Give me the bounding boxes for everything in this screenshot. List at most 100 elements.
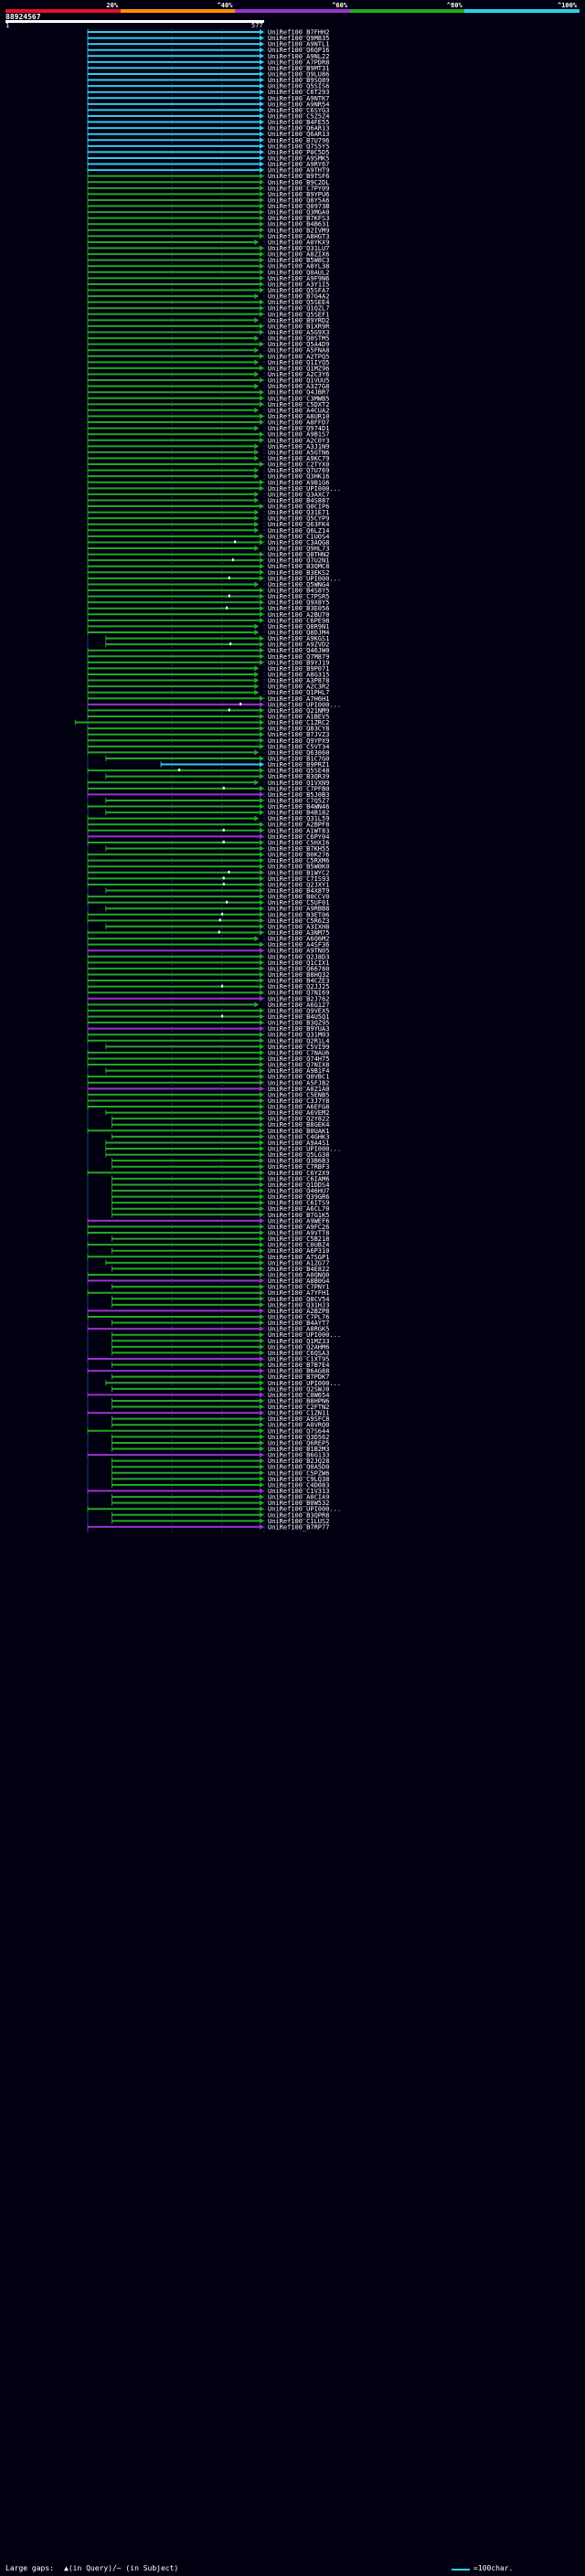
hit-label[interactable]: UniRef100_A9NTL1 [268, 41, 329, 48]
hit-label[interactable]: UniRef100_C2FTN2 [268, 1404, 329, 1411]
hit-label[interactable]: UniRef100_UPI000... [268, 701, 341, 708]
hit-label[interactable]: UniRef100_Q8R9N1 [268, 623, 329, 631]
hit-label[interactable]: UniRef100_B7PDK7 [268, 1373, 329, 1381]
hit-label[interactable]: UniRef100_P0C5D5 [268, 149, 329, 156]
hit-label[interactable]: UniRef100_Q7U2N1 [268, 557, 329, 565]
hit-label[interactable]: UniRef100_Q31E71 [268, 509, 329, 516]
hit-label[interactable]: UniRef100_UPI000... [268, 575, 341, 582]
hit-label[interactable]: UniRef100_A4CUA2 [268, 407, 329, 414]
hit-label[interactable]: UniRef100_Q3HK16 [268, 473, 329, 481]
hit-label[interactable]: UniRef100_A9RY67 [268, 161, 329, 168]
hit-label[interactable]: UniRef100_B4X8T9 [268, 887, 329, 895]
hit-label[interactable]: UniRef100_Q1VUU5 [268, 377, 329, 385]
hit-label[interactable]: UniRef100_A6EFG8 [268, 1104, 329, 1111]
hit-label[interactable]: UniRef100_B8HQ32 [268, 971, 329, 979]
hit-label[interactable]: UniRef100_C4GHK3 [268, 1133, 329, 1140]
hit-label[interactable]: UniRef100_B3QMC8 [268, 563, 329, 570]
hit-label[interactable]: UniRef100_B4U5Q1 [268, 1013, 329, 1021]
hit-label[interactable]: UniRef100_Q7S5Y5 [268, 143, 329, 150]
hit-label[interactable]: UniRef100_Q7NIX8 [268, 1062, 329, 1069]
hit-label[interactable]: UniRef100_Q7NI69 [268, 990, 329, 997]
hit-label[interactable]: UniRef100_B4S887 [268, 497, 329, 504]
hit-label[interactable]: UniRef100_B9YRD2 [268, 317, 329, 324]
hit-label[interactable]: UniRef100_B7FHH2 [268, 29, 329, 37]
hit-label[interactable]: UniRef100_A7PDR8 [268, 58, 329, 66]
hit-label[interactable]: UniRef100_B9YPU6 [268, 191, 329, 198]
hit-label[interactable]: UniRef100_C0W654 [268, 1392, 329, 1399]
hit-label[interactable]: UniRef100_A6VEM2 [268, 1109, 329, 1117]
hit-label[interactable]: UniRef100_Q5A4D9 [268, 341, 329, 348]
hit-label[interactable]: UniRef100_B4WN46 [268, 803, 329, 811]
hit-label[interactable]: UniRef100_C6SYG3 [268, 107, 329, 114]
hit-label[interactable]: UniRef100_C5Z5Z4 [268, 112, 329, 120]
hit-label[interactable]: UniRef100_A2BU70 [268, 611, 329, 619]
hit-label[interactable]: UniRef100_Q31HJ3 [268, 1301, 329, 1309]
hit-label[interactable]: UniRef100_B3QZ95 [268, 1020, 329, 1027]
hit-label[interactable]: UniRef100_Q2AHM6 [268, 1343, 329, 1351]
hit-label[interactable]: UniRef100_A0VRQ0 [268, 1422, 329, 1429]
hit-label[interactable]: UniRef100_A9SFC8 [268, 1415, 329, 1423]
hit-label[interactable]: UniRef100_A9THT9 [268, 167, 329, 175]
hit-label[interactable]: UniRef100_C7IS93 [268, 875, 329, 883]
hit-label[interactable]: UniRef100_B3QR39 [268, 773, 329, 780]
hit-label[interactable]: UniRef100_A8B0G4 [268, 1277, 329, 1285]
hit-label[interactable]: UniRef100_C5PZW6 [268, 1469, 329, 1477]
hit-label[interactable]: UniRef100_A5GTN6 [268, 449, 329, 456]
hit-label[interactable]: UniRef100_Q2Y822 [268, 1116, 329, 1123]
hit-label[interactable]: UniRef100_Q31LU7 [268, 245, 329, 252]
hit-label[interactable]: UniRef100_C5R6Z3 [268, 917, 329, 925]
hit-label[interactable]: UniRef100_B8GEK4 [268, 1121, 329, 1129]
hit-label[interactable]: UniRef100_Q0STM5 [268, 335, 329, 343]
hit-label[interactable]: UniRef100_A2TPQ5 [268, 353, 329, 360]
hit-label[interactable]: UniRef100_Q74H75 [268, 1055, 329, 1063]
hit-label[interactable]: UniRef100_B5J0B3 [268, 791, 329, 799]
hit-label[interactable]: UniRef100_C1LUS2 [268, 1518, 329, 1525]
hit-label[interactable]: UniRef100_A2C0Y3 [268, 437, 329, 444]
hit-label[interactable]: UniRef100_B2J762 [268, 995, 329, 1002]
hit-label[interactable]: UniRef100_UPI000... [268, 1331, 341, 1339]
hit-label[interactable]: UniRef100_A9F9N6 [268, 275, 329, 282]
hit-label[interactable]: UniRef100_Q9X8Y5 [268, 599, 329, 607]
hit-label[interactable]: UniRef100_A8G315 [268, 671, 329, 678]
hit-label[interactable]: UniRef100_Q6AR13 [268, 125, 329, 133]
hit-label[interactable]: UniRef100_A8RGK5 [268, 1326, 329, 1333]
hit-label[interactable]: UniRef100_B2IVM9 [268, 227, 329, 234]
hit-label[interactable]: UniRef100_A6P310 [268, 1247, 329, 1255]
hit-label[interactable]: UniRef100_A6Q6M2 [268, 936, 329, 943]
hit-label[interactable]: UniRef100_B7U796 [268, 137, 329, 144]
hit-label[interactable]: UniRef100_B9MT31 [268, 65, 329, 72]
hit-label[interactable]: UniRef100_B9C2DL [268, 179, 329, 186]
hit-label[interactable]: UniRef100_B7JVZ3 [268, 731, 329, 738]
hit-label[interactable]: UniRef100_B9P071 [268, 665, 329, 673]
hit-label[interactable]: UniRef100_A3Z7G8 [268, 383, 329, 390]
hit-label[interactable]: UniRef100_B6AG88 [268, 1368, 329, 1375]
hit-label[interactable]: UniRef100_B7G1K5 [268, 1212, 329, 1219]
hit-label[interactable]: UniRef100_B8HPN6 [268, 1397, 329, 1405]
hit-label[interactable]: UniRef100_Q5SEF1 [268, 311, 329, 318]
hit-label[interactable]: UniRef100_A3NM75 [268, 929, 329, 937]
hit-label[interactable]: UniRef100_B9YJ19 [268, 659, 329, 666]
hit-label[interactable]: UniRef100_UPI000... [268, 485, 341, 493]
hit-label[interactable]: UniRef100_C6PE98 [268, 617, 329, 624]
hit-label[interactable]: UniRef100_C7Q5Z7 [268, 797, 329, 804]
hit-label[interactable]: UniRef100_A8UR10 [268, 413, 329, 420]
hit-label[interactable]: UniRef100_A9ZVD2 [268, 641, 329, 649]
hit-label[interactable]: UniRef100_B4AYT7 [268, 1320, 329, 1327]
hit-label[interactable]: UniRef100_A1ZG77 [268, 1259, 329, 1267]
hit-label[interactable]: UniRef100_Q66780 [268, 965, 329, 972]
hit-label[interactable]: UniRef100_A6CL70 [268, 1205, 329, 1213]
hit-label[interactable]: UniRef100_B3ET06 [268, 911, 329, 918]
hit-label[interactable]: UniRef100_Q9VEX5 [268, 1007, 329, 1014]
hit-label[interactable]: UniRef100_A8ZIX6 [268, 251, 329, 259]
hit-label[interactable]: UniRef100_B1XR9R [268, 323, 330, 330]
hit-label[interactable]: UniRef100_A8YL38 [268, 263, 329, 270]
hit-label[interactable]: UniRef100_A8FFD7 [268, 419, 329, 427]
hit-label[interactable]: UniRef100_B7RP77 [268, 1523, 329, 1531]
hit-label[interactable]: UniRef100_B1B2M3 [268, 1446, 329, 1453]
hit-label[interactable]: UniRef100_Q2J8D3 [268, 953, 329, 960]
hit-label[interactable]: UniRef100_A1WT83 [268, 827, 329, 834]
hit-label[interactable]: UniRef100_B4FE55 [268, 119, 329, 126]
hit-label[interactable]: UniRef100_Q7M879 [268, 653, 329, 661]
hit-label[interactable]: UniRef100_A3Y1I5 [268, 281, 329, 288]
hit-label[interactable]: UniRef100_C3MWB5 [268, 395, 329, 402]
